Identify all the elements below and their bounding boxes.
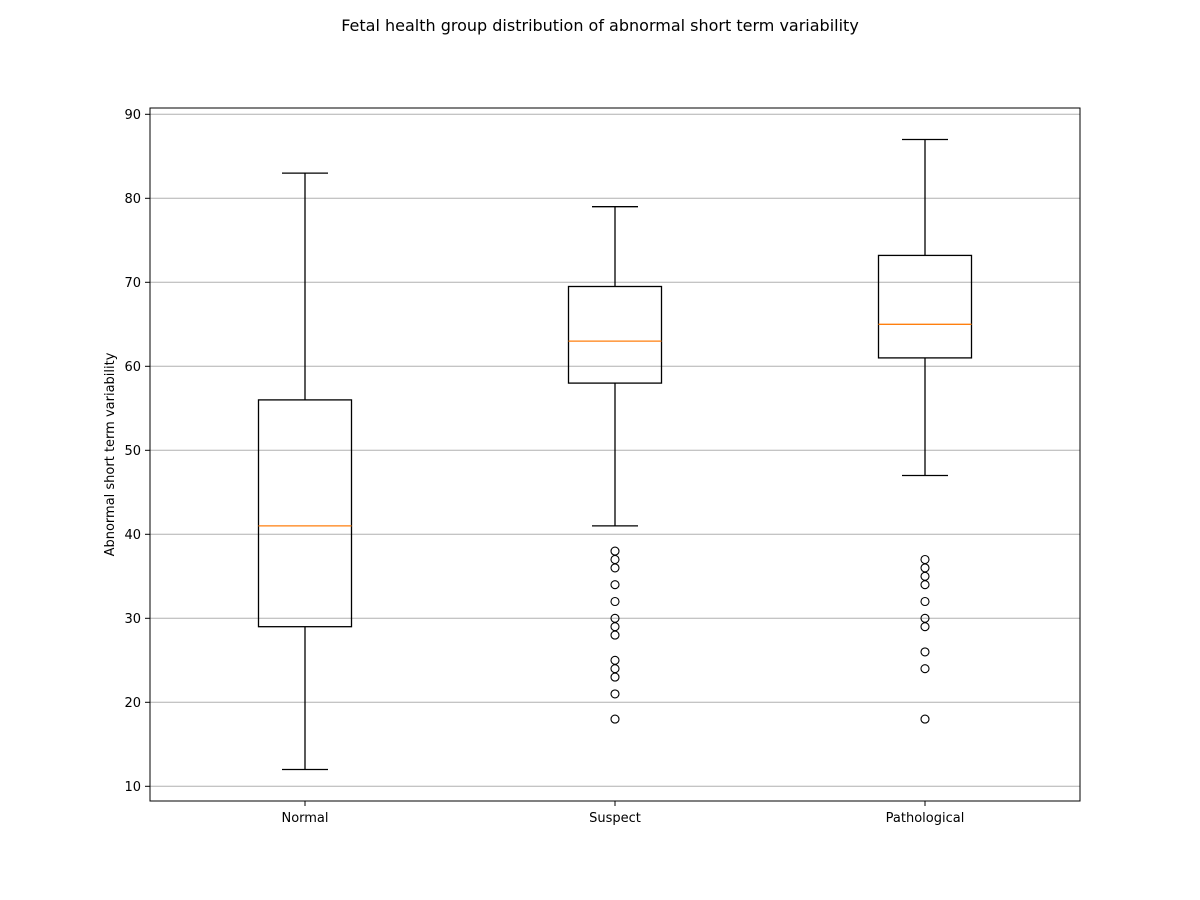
y-tick-label: 70 — [124, 276, 141, 291]
y-axis-ticks: 10 20 30 40 50 60 70 80 90 — [124, 108, 150, 795]
box-plots — [257, 138, 973, 771]
y-tick-label: 50 — [124, 444, 141, 459]
y-tick-label: 60 — [124, 360, 141, 375]
outlier-point — [920, 554, 930, 565]
outlier-point — [610, 554, 620, 565]
x-tick-label: Normal — [281, 811, 328, 826]
outlier-point — [920, 714, 930, 724]
box — [567, 285, 663, 384]
outlier-point — [610, 580, 620, 590]
outlier-point — [920, 664, 930, 674]
outlier-point — [610, 655, 620, 665]
y-tick-label: 30 — [124, 612, 141, 627]
outlier-point — [610, 596, 620, 607]
box — [257, 399, 353, 628]
outlier-point — [920, 571, 930, 581]
outlier-point — [610, 689, 620, 699]
x-tick-label: Pathological — [886, 811, 965, 826]
y-tick-label: 40 — [124, 528, 141, 543]
x-axis-ticks: Normal Suspect Pathological — [281, 801, 964, 826]
x-tick-label: Suspect — [589, 811, 641, 826]
y-tick-label: 90 — [124, 108, 141, 123]
outlier-point — [610, 546, 620, 556]
box-group-pathological — [877, 138, 973, 724]
outlier-point — [610, 672, 620, 682]
outlier-point — [610, 664, 620, 674]
box-group-normal — [257, 172, 353, 771]
y-axis-label: Abnormal short term variability — [103, 352, 118, 556]
y-tick-label: 10 — [124, 780, 141, 795]
y-tick-label: 80 — [124, 192, 141, 207]
outlier-point — [920, 622, 930, 632]
outlier-point — [610, 630, 620, 640]
chart-title: Fetal health group distribution of abnor… — [341, 16, 859, 35]
outlier-point — [610, 563, 620, 573]
outlier-point — [920, 580, 930, 590]
outlier-point — [920, 596, 930, 607]
y-tick-label: 20 — [124, 696, 141, 711]
box — [877, 254, 973, 359]
outlier-point — [920, 563, 930, 573]
outlier-point — [610, 622, 620, 632]
box-group-suspect — [567, 206, 663, 724]
outlier-point — [610, 714, 620, 724]
outlier-point — [920, 647, 930, 657]
